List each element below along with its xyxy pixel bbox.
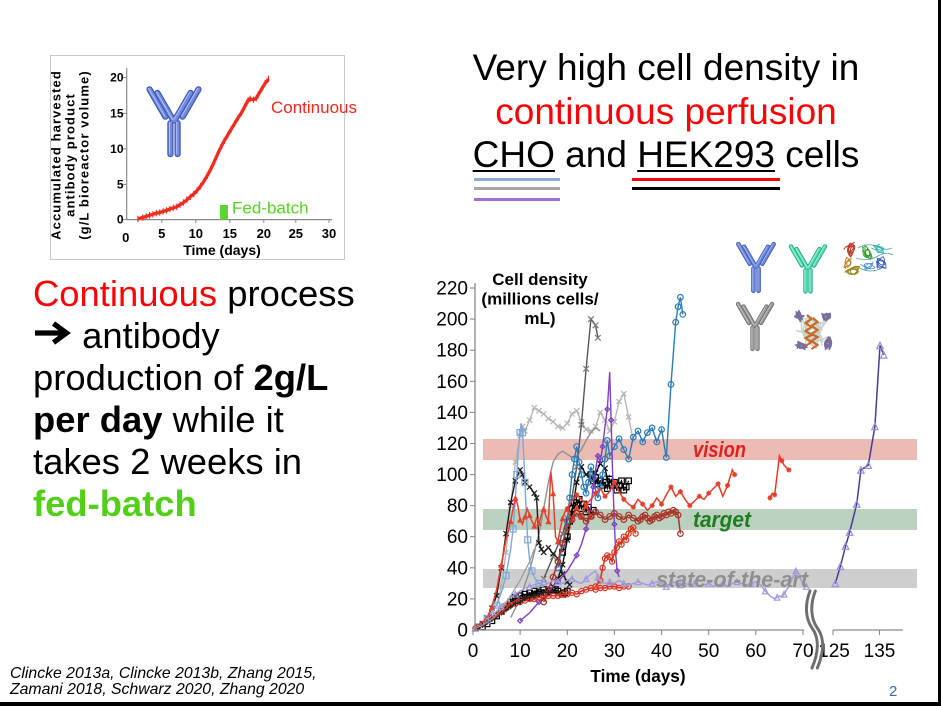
svg-text:20: 20 [557, 641, 578, 662]
svg-text:Cell density: Cell density [492, 270, 588, 289]
svg-text:30: 30 [604, 641, 625, 662]
svg-text:40: 40 [447, 558, 468, 579]
svg-text:125: 125 [818, 641, 850, 662]
svg-text:140: 140 [436, 403, 468, 424]
svg-text:0: 0 [468, 641, 479, 662]
svg-text:(g/L bioreactor volume): (g/L bioreactor volume) [77, 70, 92, 240]
svg-text:15: 15 [223, 226, 237, 241]
svg-text:5: 5 [117, 177, 124, 191]
svg-text:Accumulated harvested: Accumulated harvested [49, 70, 64, 240]
svg-text:Time (days): Time (days) [590, 666, 685, 686]
svg-text:vision: vision [693, 437, 746, 462]
svg-text:(millions cells/: (millions cells/ [481, 290, 598, 309]
svg-text:135: 135 [864, 641, 896, 662]
svg-text:120: 120 [436, 434, 468, 455]
svg-text:10: 10 [189, 226, 203, 241]
svg-text:0: 0 [457, 621, 468, 642]
svg-text:Time (days): Time (days) [183, 242, 261, 258]
svg-text:200: 200 [436, 310, 468, 331]
svg-text:10: 10 [110, 142, 124, 156]
svg-text:20: 20 [257, 226, 271, 241]
svg-text:160: 160 [436, 372, 468, 393]
svg-text:40: 40 [651, 641, 672, 662]
svg-text:100: 100 [436, 465, 468, 486]
svg-text:state-of-the-art: state-of-the-art [656, 567, 809, 592]
svg-text:Fed-batch: Fed-batch [232, 199, 309, 218]
svg-text:0: 0 [122, 230, 129, 245]
svg-text:20: 20 [447, 589, 468, 610]
svg-text:10: 10 [510, 641, 531, 662]
svg-text:target: target [693, 507, 752, 532]
svg-text:80: 80 [447, 496, 468, 517]
svg-text:0: 0 [117, 213, 124, 227]
svg-text:50: 50 [698, 641, 719, 662]
svg-text:30: 30 [322, 226, 336, 241]
svg-text:70: 70 [792, 641, 813, 662]
svg-text:15: 15 [110, 106, 124, 120]
svg-text:Continuous: Continuous [271, 98, 357, 117]
svg-text:60: 60 [447, 527, 468, 548]
svg-text:antibody product: antibody product [63, 93, 78, 217]
svg-text:60: 60 [745, 641, 766, 662]
svg-text:220: 220 [436, 279, 468, 300]
svg-text:25: 25 [289, 226, 303, 241]
svg-text:20: 20 [110, 71, 124, 85]
svg-text:mL): mL) [524, 309, 555, 328]
svg-text:180: 180 [436, 341, 468, 362]
svg-text:5: 5 [158, 226, 165, 241]
